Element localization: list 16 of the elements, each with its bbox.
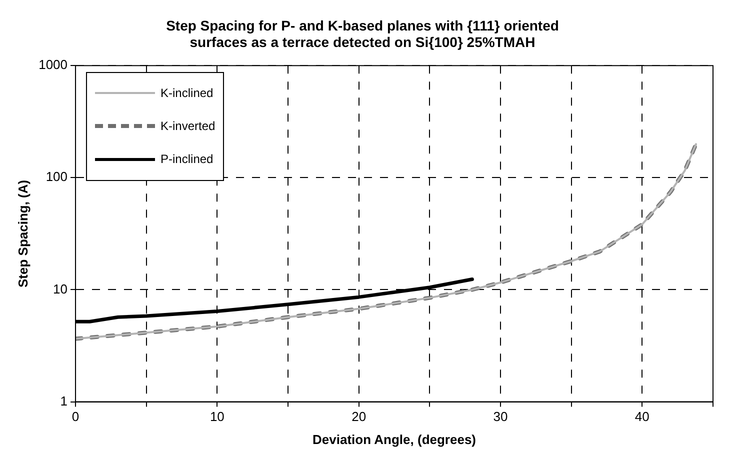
text: Step Spacing for P- and K-based planes with {111} oriented: [166, 17, 559, 34]
y-tick-label: 100: [46, 169, 68, 184]
y-axis-title: Step Spacing, (A): [15, 180, 30, 288]
y-tick-label: 1: [60, 393, 68, 408]
x-tick-label: 30: [493, 409, 508, 424]
y-tick-label: 1000: [38, 57, 68, 72]
y-tick-label: 10: [53, 281, 68, 296]
legend-label: K-inverted: [160, 119, 216, 134]
legend-label: K-inclined: [160, 86, 214, 100]
x-axis-title: Deviation Angle, (degrees): [312, 432, 476, 447]
x-tick-label: 40: [634, 409, 650, 424]
x-tick-label: 10: [210, 409, 224, 424]
x-tick-label: 20: [352, 409, 366, 424]
legend-label: P-inclined: [160, 152, 214, 166]
text: surfaces as a terrace detected on Si{100} 25%TMAH: [190, 34, 536, 50]
x-tick-label: 0: [72, 409, 80, 424]
